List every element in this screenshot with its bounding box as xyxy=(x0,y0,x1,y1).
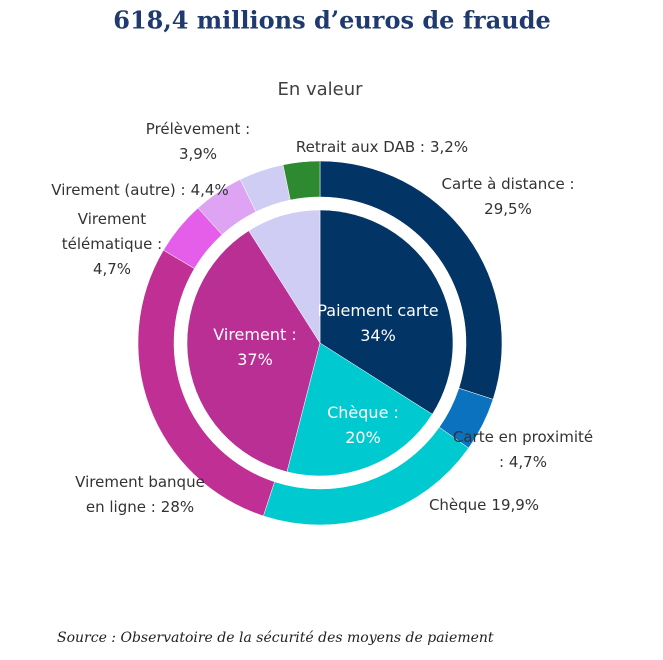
label: 20% xyxy=(345,428,381,447)
label-part: 4,4% xyxy=(191,181,229,199)
label: 34% xyxy=(360,326,396,345)
label-part: 37% xyxy=(237,350,273,369)
label-part: 34% xyxy=(360,326,396,345)
label-part: en ligne : xyxy=(86,498,156,516)
label-part: Virement xyxy=(78,210,147,228)
label: Carte à distance : xyxy=(441,175,574,193)
label: : 4,7% xyxy=(499,453,547,471)
label-part: Retrait aux DAB : xyxy=(296,138,425,156)
label: Chèque 19,9% xyxy=(429,496,539,514)
label-part: 3,9% xyxy=(179,145,217,163)
label-part: Chèque xyxy=(429,496,486,514)
label: 37% xyxy=(237,350,273,369)
inner-slice xyxy=(319,209,454,415)
label: 29,5% xyxy=(484,200,532,218)
label-part: Paiement carte xyxy=(317,301,438,320)
label-part: 4,7% xyxy=(93,260,131,278)
label-part: 19,9% xyxy=(491,496,539,514)
label-part: : 4,7% xyxy=(499,453,547,471)
label: Virement xyxy=(78,210,147,228)
label: Prélèvement : xyxy=(146,120,250,138)
label-part: Carte en proximité xyxy=(453,428,593,446)
label-part: Prélèvement : xyxy=(146,120,250,138)
label-part: 3,2% xyxy=(430,138,468,156)
label: 4,7% xyxy=(93,260,131,278)
label: Virement : xyxy=(213,325,296,344)
chart-title: 618,4 millions d’euros de fraude xyxy=(113,6,551,35)
inner-slice xyxy=(248,209,321,344)
label-part: Chèque : xyxy=(327,403,399,422)
inner-slice xyxy=(286,342,433,477)
label: Carte en proximité xyxy=(453,428,593,446)
label: Virement banque xyxy=(75,473,205,491)
label-part: Carte à distance : xyxy=(441,175,574,193)
label: Virement (autre) : 4,4% xyxy=(51,181,228,199)
label-part: Virement : xyxy=(213,325,296,344)
label-part: 28% xyxy=(161,498,194,516)
label-part: 29,5% xyxy=(484,200,532,218)
label-part: 20% xyxy=(345,428,381,447)
label: télématique : xyxy=(62,235,162,253)
label: Retrait aux DAB : 3,2% xyxy=(296,138,468,156)
label: Paiement carte xyxy=(317,301,438,320)
label: 3,9% xyxy=(179,145,217,163)
label-part: télématique : xyxy=(62,235,162,253)
chart-subtitle: En valeur xyxy=(277,79,363,100)
label-part: Virement (autre) : xyxy=(51,181,185,199)
source: Source : Observatoire de la sécurité des… xyxy=(57,630,494,646)
label: Chèque : xyxy=(327,403,399,422)
label: en ligne : 28% xyxy=(86,498,194,516)
label-part: Virement banque xyxy=(75,473,205,491)
